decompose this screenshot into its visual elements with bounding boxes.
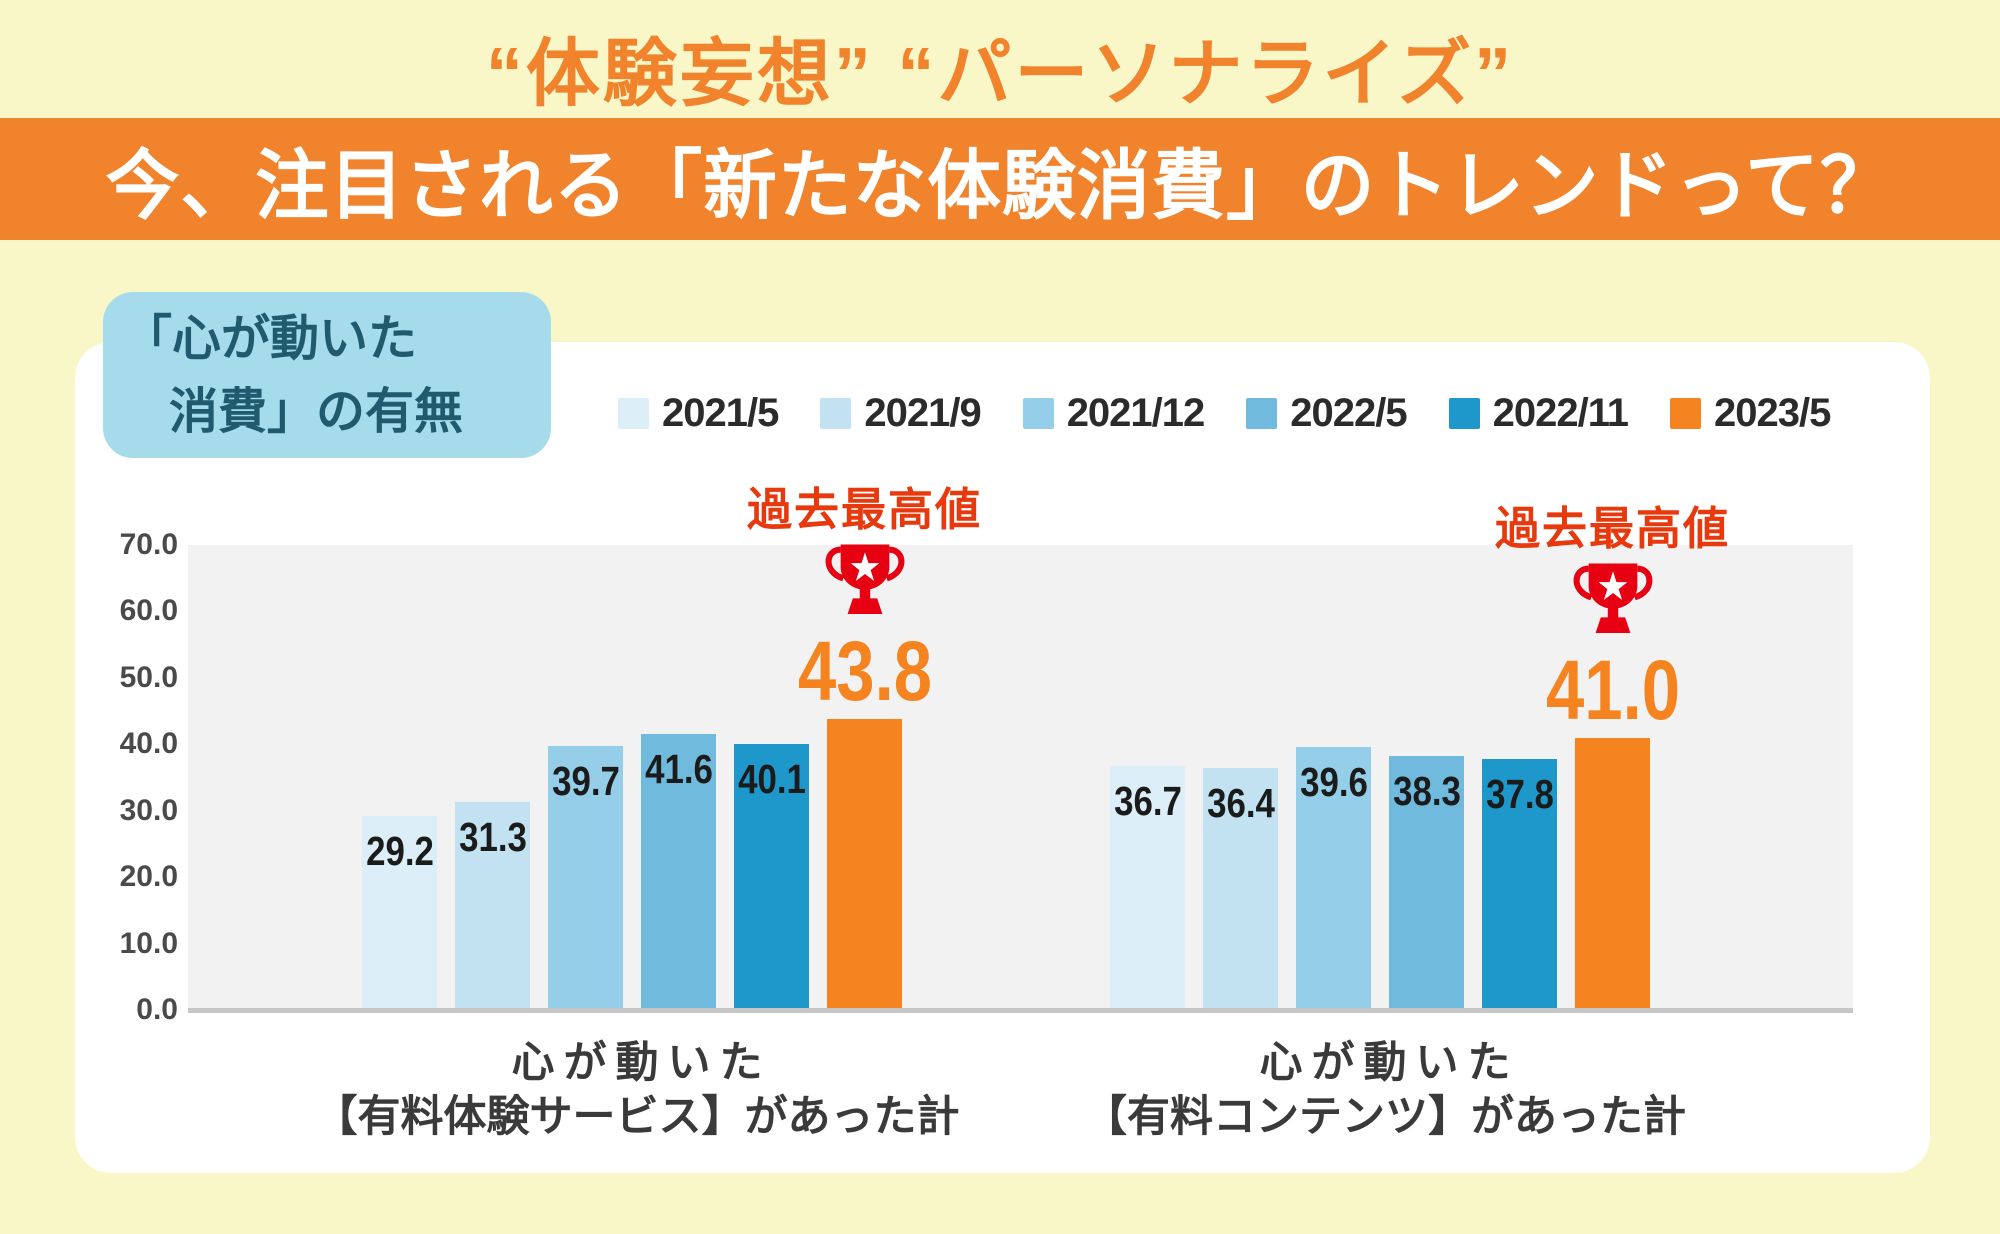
chart-title-badge: 「心が動いた 消費」の有無: [103, 292, 551, 458]
legend-label: 2023/5: [1714, 390, 1831, 435]
bar-value-label: 37.8: [1485, 771, 1554, 817]
title-banner: 今、注目される「新たな体験消費」のトレンドって？: [0, 118, 2000, 240]
legend-label: 2022/11: [1492, 390, 1629, 435]
record-high-label: 過去最高値: [746, 484, 982, 535]
banner-title: 今、注目される「新たな体験消費」のトレンドって？: [105, 144, 1895, 229]
bar-2022/11-group1: [734, 744, 809, 1010]
bar-2021/5-group1: [362, 816, 437, 1010]
record-trophy: [1363, 560, 1863, 645]
chart-legend: 2021/5 2021/9 2021/12 2022/5 2022/11 2023/5: [618, 391, 1831, 435]
y-tick-label: 40.0: [119, 727, 178, 761]
x-axis-line: [188, 1008, 1853, 1013]
legend-item: 2021/12: [1022, 390, 1206, 436]
legend-item: 2022/5: [1246, 390, 1408, 436]
record-value: 43.8: [797, 624, 932, 718]
bar-value-label: 29.2: [365, 828, 434, 874]
bar-2022/11-group2: [1482, 759, 1557, 1010]
bar-2021/5-group2: [1110, 766, 1185, 1010]
bar-value-label: 41.6: [644, 746, 713, 792]
legend-swatch: [1022, 397, 1054, 429]
group-label-line-1: 心が動いた: [511, 1039, 772, 1087]
legend-swatch: [1448, 397, 1480, 429]
group-label-2: 心が動いた【有料コンテンツ】があった計: [935, 1036, 1835, 1144]
bar-value-label: 38.3: [1392, 768, 1461, 814]
y-tick-label: 30.0: [119, 793, 178, 827]
legend-item: 2023/5: [1670, 390, 1831, 436]
badge-line-1: 「心が動いた: [123, 312, 418, 366]
trophy-icon: [1573, 563, 1652, 634]
trophy-icon: [825, 544, 904, 615]
y-tick-label: 20.0: [119, 860, 178, 894]
bar-2022/5-group1: [641, 734, 716, 1010]
legend-item: 2021/9: [820, 390, 982, 436]
legend-label: 2021/5: [662, 390, 779, 435]
bar-value-label: 36.4: [1206, 780, 1275, 826]
group-label-line-1: 心が動いた: [1259, 1039, 1520, 1087]
legend-label: 2021/9: [864, 390, 981, 435]
group-label-line-2: 【有料コンテンツ】があった計: [1084, 1093, 1686, 1141]
bar-2021/12-group2: [1296, 747, 1371, 1010]
bar-2021/9-group1: [455, 802, 530, 1010]
bar-value-label: 40.1: [737, 756, 806, 802]
bar-2021/12-group1: [548, 746, 623, 1010]
y-tick-label: 0.0: [136, 993, 178, 1026]
tagline: “体験妄想” “パーソナライズ”: [485, 32, 1515, 115]
record-high-label: 過去最高値: [1494, 503, 1730, 554]
legend-label: 2021/12: [1066, 390, 1206, 435]
legend-item: 2022/11: [1448, 390, 1629, 436]
legend-swatch: [618, 397, 649, 429]
bar-value-label: 36.7: [1113, 778, 1182, 824]
y-tick-label: 50.0: [119, 660, 178, 694]
y-tick-label: 10.0: [119, 926, 178, 960]
bar-2023/5-group1: [827, 719, 902, 1010]
record-value: 41.0: [1545, 643, 1680, 737]
y-tick-label: 60.0: [119, 594, 178, 628]
legend-item: 2021/5: [618, 390, 779, 436]
group-label-line-2: 【有料体験サービス】があった計: [314, 1093, 960, 1141]
badge-line-2: 消費」の有無: [169, 385, 464, 439]
group-label-1: 心が動いた【有料体験サービス】があった計: [187, 1036, 1087, 1144]
legend-swatch: [1670, 397, 1702, 429]
legend-swatch: [1246, 397, 1278, 429]
legend-swatch: [820, 397, 852, 429]
record-trophy: [615, 541, 1115, 626]
bar-value-label: 39.6: [1299, 759, 1368, 805]
bar-value-label: 31.3: [458, 814, 527, 860]
bar-2021/9-group2: [1203, 768, 1278, 1010]
bar-2022/5-group2: [1389, 756, 1464, 1010]
y-tick-label: 70.0: [119, 527, 178, 561]
bar-2023/5-group2: [1575, 738, 1650, 1010]
bar-value-label: 39.7: [551, 758, 620, 804]
legend-label: 2022/5: [1290, 390, 1407, 435]
